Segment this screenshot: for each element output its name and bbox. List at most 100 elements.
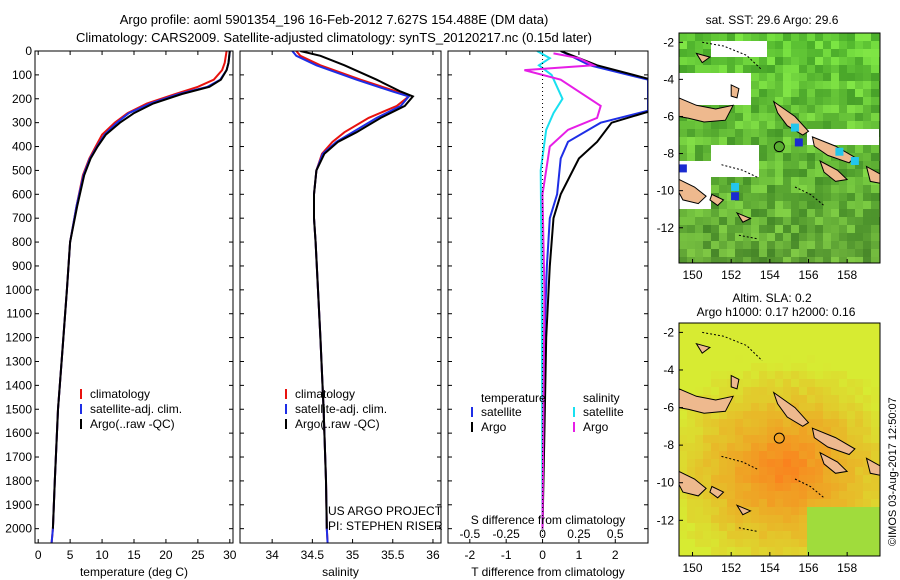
map-cell [847, 427, 855, 435]
map-cell [831, 105, 839, 113]
map-cell [719, 241, 727, 249]
map-cell [751, 539, 759, 547]
depth-tick-label: 1300 [5, 354, 32, 368]
map-cell [687, 387, 695, 395]
map-cell [855, 89, 863, 97]
map-cell [719, 217, 727, 225]
map-cell [807, 539, 815, 547]
map-cell [679, 507, 687, 515]
map-cell [871, 443, 879, 451]
map-cell [775, 233, 783, 241]
map-cell [783, 443, 791, 451]
map-cell [807, 121, 815, 129]
map-cell [759, 105, 767, 113]
depth-tick-label: 1500 [5, 402, 32, 416]
map-cell [775, 161, 783, 169]
map-cell [783, 73, 791, 81]
map-cell [703, 347, 711, 355]
map-cell [719, 435, 727, 443]
map-cell [847, 419, 855, 427]
map-cell [863, 65, 871, 73]
top-tick-label: 0.25 [567, 527, 591, 541]
map-cell [751, 411, 759, 419]
map-cell [703, 209, 711, 217]
cold-pixel [731, 182, 740, 191]
map-cell [767, 201, 775, 209]
map-cell [687, 323, 695, 331]
map-cell [751, 427, 759, 435]
map-cell [679, 339, 687, 347]
map-cell [871, 435, 879, 443]
map-cell [727, 451, 735, 459]
map-cell [855, 145, 863, 153]
reef-outline [794, 478, 825, 499]
map-cell [839, 57, 847, 65]
map-cell [815, 97, 823, 105]
map-cell [847, 105, 855, 113]
map-cell [847, 89, 855, 97]
map-cell [695, 419, 703, 427]
map-cell [775, 209, 783, 217]
map-cell [735, 523, 743, 531]
map-cell [855, 411, 863, 419]
map-cell [703, 33, 711, 41]
map-cell [679, 201, 687, 209]
series-line-climatology [50, 51, 228, 543]
map-cell [703, 491, 711, 499]
map-cell [815, 547, 823, 555]
map-cell [839, 523, 847, 531]
x-tick-label: 10 [95, 548, 109, 562]
map-cell [743, 209, 751, 217]
map-cell [823, 483, 831, 491]
map-cell [831, 547, 839, 555]
map-cell [791, 379, 799, 387]
map-cell [807, 113, 815, 121]
map-cell [855, 379, 863, 387]
map-cell [759, 531, 767, 539]
map-cell [687, 515, 695, 523]
map-cell [855, 57, 863, 65]
map-cell [767, 475, 775, 483]
map-cell [775, 435, 783, 443]
map-cell [759, 395, 767, 403]
map-cell [871, 121, 879, 129]
map-cell [855, 73, 863, 81]
map-cell [815, 347, 823, 355]
map-cell [727, 547, 735, 555]
map-cell [719, 209, 727, 217]
map-cell [727, 363, 735, 371]
map-cell [679, 33, 687, 41]
map-cell [823, 363, 831, 371]
map-cell [815, 531, 823, 539]
map-cell [815, 33, 823, 41]
map-cell [799, 515, 807, 523]
map-cell [703, 217, 711, 225]
map-cell [855, 105, 863, 113]
map-cell [775, 515, 783, 523]
map-cell [751, 347, 759, 355]
map-cell [687, 225, 695, 233]
map-cell [815, 209, 823, 217]
map-cell [815, 249, 823, 257]
map-cell [695, 137, 703, 145]
map-cell [783, 193, 791, 201]
map-cell [847, 65, 855, 73]
map-cell [767, 531, 775, 539]
map-cell [751, 41, 759, 49]
x-tick-label: 5 [67, 548, 74, 562]
map-cell [679, 451, 687, 459]
map-cell [831, 193, 839, 201]
map-cell [751, 443, 759, 451]
map-cell [807, 33, 815, 41]
map-cell [863, 49, 871, 57]
map-cell [863, 169, 871, 177]
map-cell [799, 363, 807, 371]
map-cell [871, 161, 879, 169]
map-cell [695, 185, 703, 193]
map-cell [687, 145, 695, 153]
map-cell [815, 217, 823, 225]
map-cell [751, 49, 759, 57]
map-cell [767, 491, 775, 499]
depth-tick-label: 1900 [5, 498, 32, 512]
map-cell [863, 379, 871, 387]
